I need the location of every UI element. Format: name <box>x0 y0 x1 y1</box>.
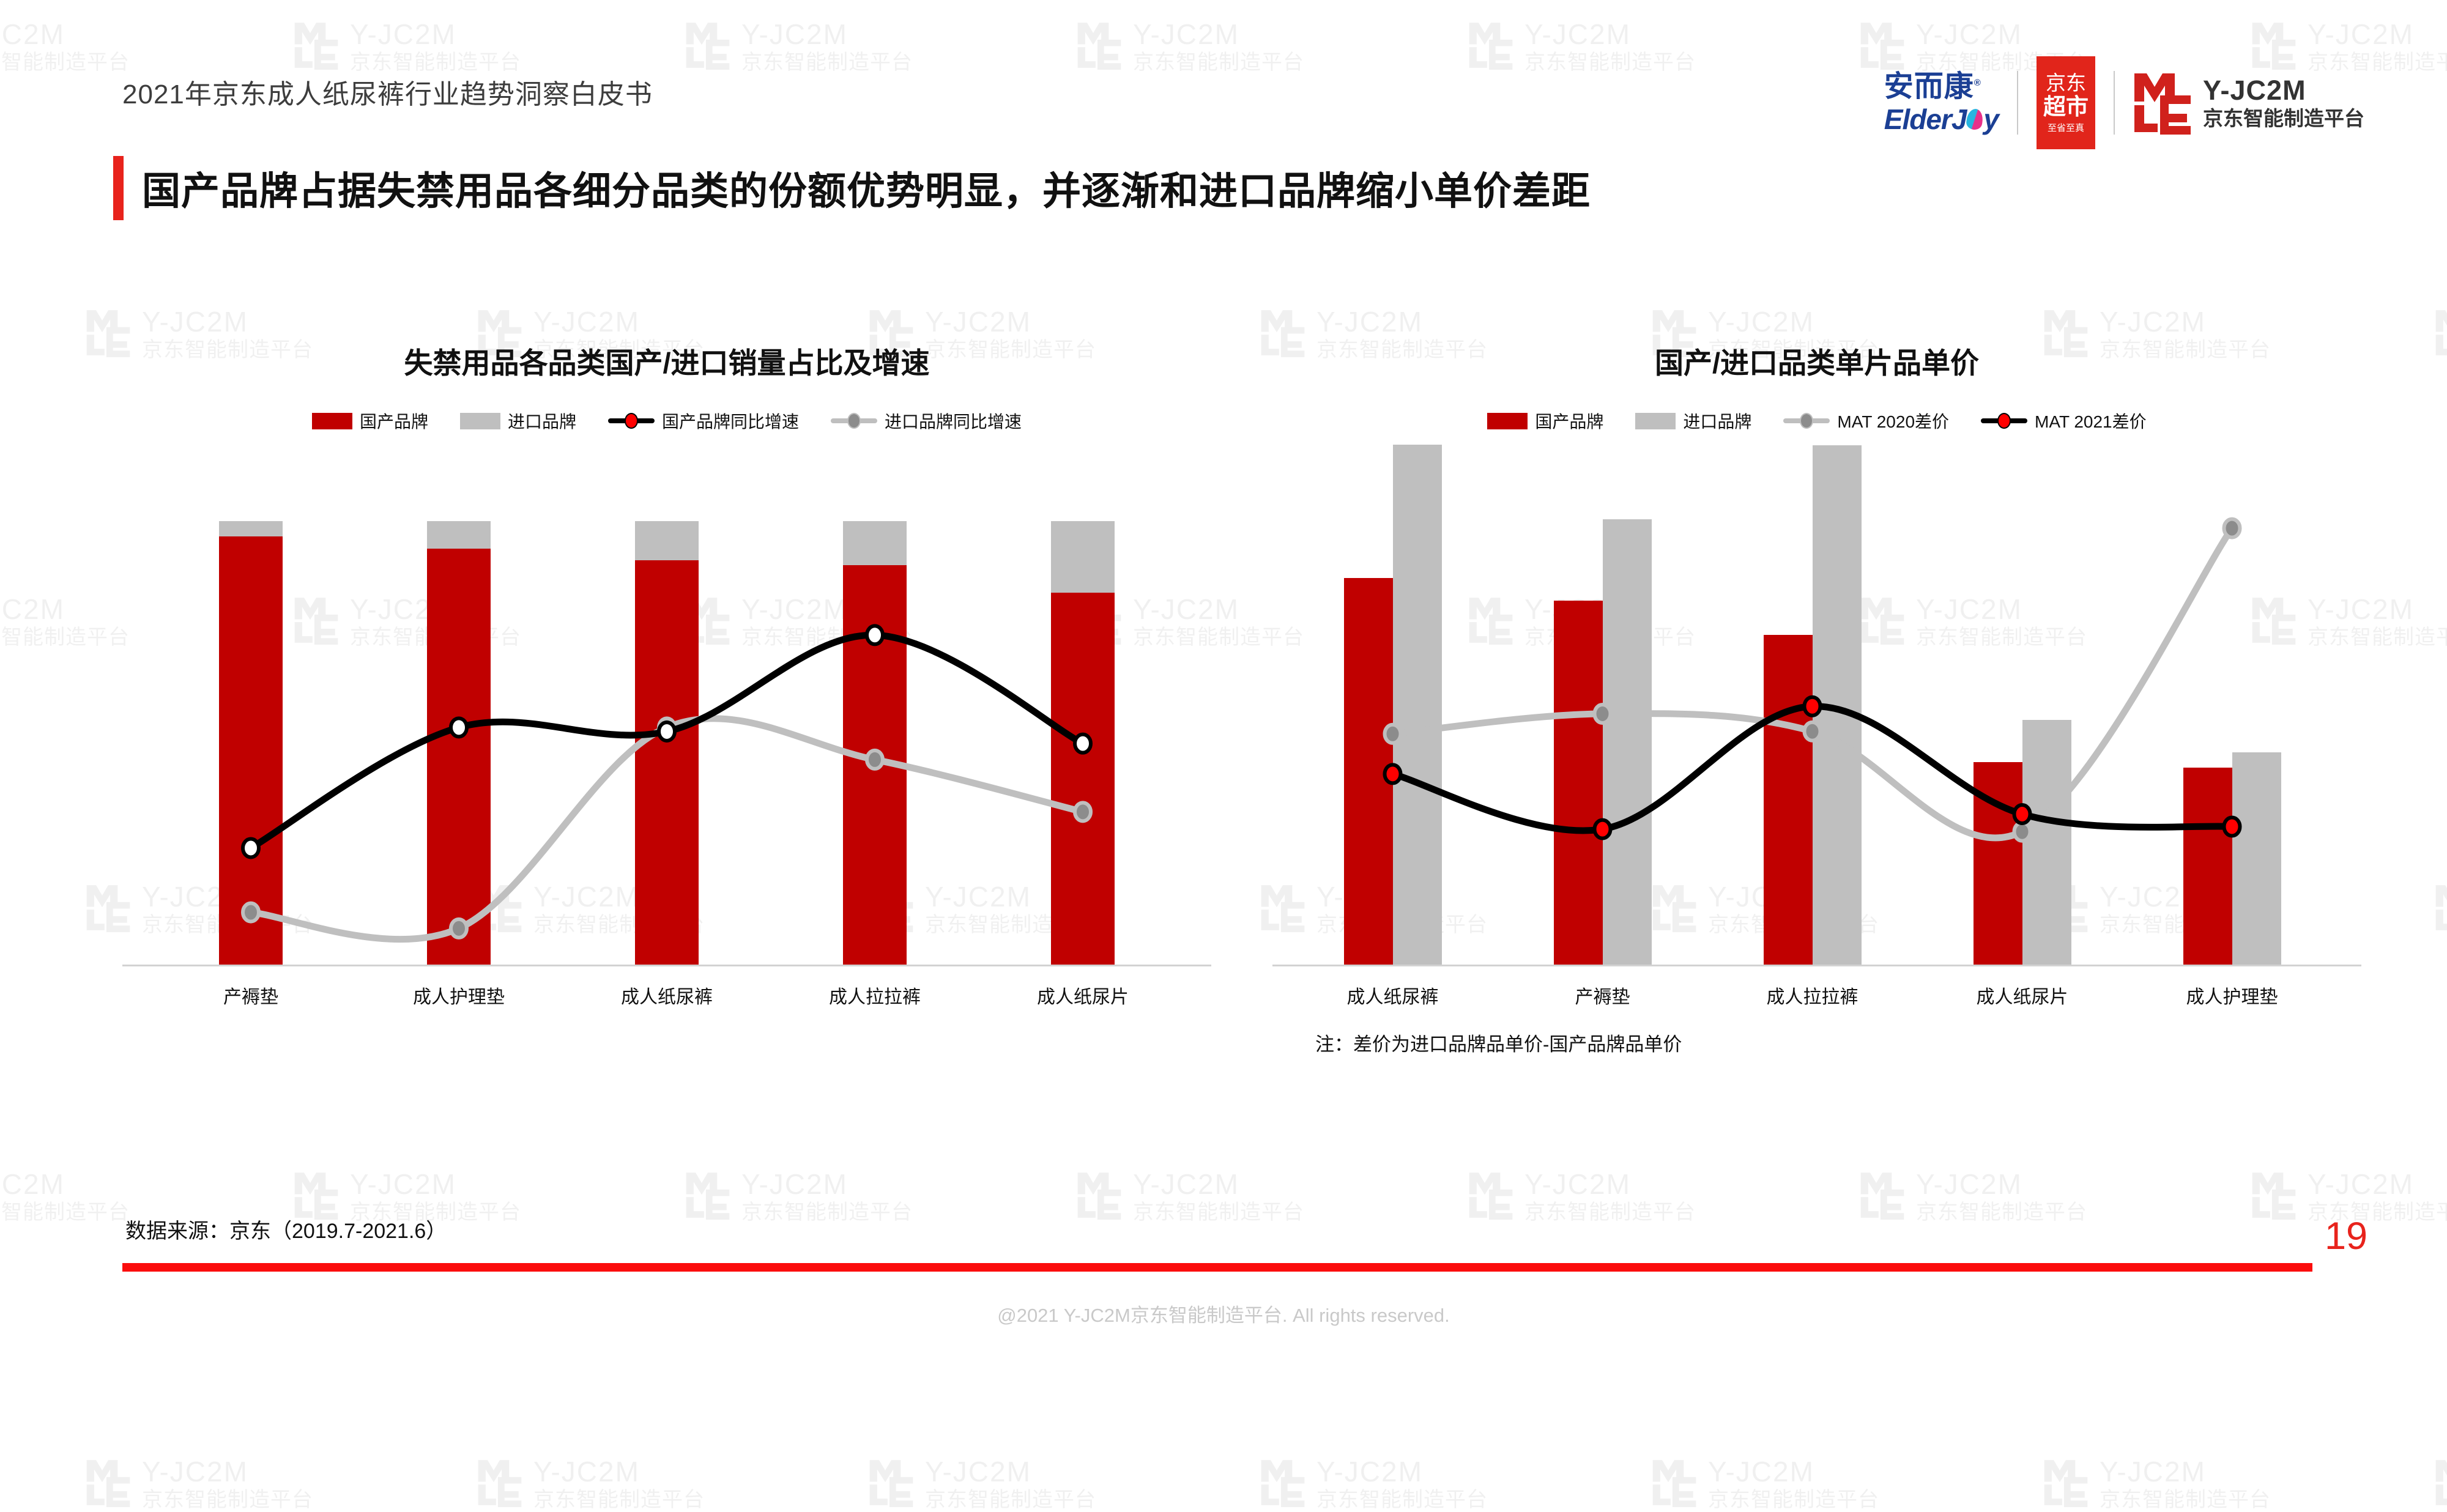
left-chart-legend: 国产品牌 进口品牌 国产品牌同比增速 进口品牌同比增速 <box>122 409 1211 433</box>
logo-divider-2 <box>2114 71 2115 135</box>
left-chart-plot: 产褥垫 成人护理垫 成人纸尿裤 成人拉拉裤 成人纸尿片 <box>122 459 1211 1007</box>
left-chart-title: 失禁用品各品类国产/进口销量占比及增速 <box>404 347 930 379</box>
bar-import[interactable] <box>2022 719 2071 965</box>
bar-import[interactable] <box>2232 752 2281 965</box>
data-source: 数据来源：京东（2019.7-2021.6） <box>125 1220 447 1243</box>
bar-domestic[interactable] <box>635 560 699 965</box>
legend-marker-domestic-growth <box>608 413 655 429</box>
elderjoy-logo-en-3: y <box>1983 103 1999 135</box>
slide-headline: 国产品牌占据失禁用品各细分品类的份额优势明显，并逐渐和进口品牌缩小单价差距 <box>142 170 1591 213</box>
legend-label-domestic: 国产品牌 <box>1535 412 1604 431</box>
legend-item-domestic[interactable]: 国产品牌 <box>311 409 428 433</box>
legend-item-mat2020-gap[interactable]: MAT 2020差价 <box>1783 409 1949 433</box>
left-chart-axis <box>122 965 1211 966</box>
bar-import[interactable] <box>427 521 491 549</box>
logo-divider-1 <box>2017 71 2018 135</box>
legend-marker-mat2020 <box>1783 413 1830 429</box>
legend-label-import: 进口品牌 <box>1683 412 1752 431</box>
x-axis-label: 产褥垫 <box>223 987 278 1007</box>
legend-label-domestic-growth: 国产品牌同比增速 <box>662 412 800 431</box>
right-chart-title: 国产/进口品类单片品单价 <box>1654 347 1980 379</box>
bar-domestic[interactable] <box>1763 635 1813 965</box>
bar-import[interactable] <box>219 521 283 537</box>
legend-swatch-import <box>1635 412 1676 429</box>
bar-import[interactable] <box>635 521 699 560</box>
x-axis-label: 成人护理垫 <box>413 987 505 1007</box>
legend-marker-import-growth <box>831 413 878 429</box>
legend-label-import: 进口品牌 <box>507 412 576 431</box>
legend-label-mat2021: MAT 2021差价 <box>2035 412 2147 431</box>
right-chart-axis <box>1272 965 2361 966</box>
right-chart-plot: 成人纸尿裤 产褥垫 成人拉拉裤 成人纸尿片 成人护理垫 <box>1272 445 2361 1007</box>
bar-import[interactable] <box>1051 521 1115 593</box>
document-title: 2021年京东成人纸尿裤行业趋势洞察白皮书 <box>122 80 653 109</box>
elderjoy-petal-icon <box>1966 108 1985 131</box>
yjc2m-logo: Y-JC2M 京东智能制造平台 <box>2133 71 2364 135</box>
bar-domestic[interactable] <box>1553 601 1603 965</box>
registered-mark-icon: ® <box>1974 78 1981 88</box>
right-chart-note: 注：差价为进口品牌品单价-国产品牌品单价 <box>1315 1034 1682 1055</box>
footer-red-rule <box>122 1263 2312 1272</box>
jd-supermarket-line3: 至省至真 <box>2047 122 2084 133</box>
x-axis-label: 成人拉拉裤 <box>1766 987 1858 1007</box>
x-axis-label: 成人拉拉裤 <box>829 987 921 1007</box>
x-axis-label: 成人纸尿片 <box>1976 987 2068 1007</box>
x-axis-label: 成人护理垫 <box>2186 987 2278 1007</box>
jd-supermarket-line1: 京东 <box>2046 71 2086 94</box>
headline-accent-bar <box>113 156 124 220</box>
right-chart-lines <box>1383 517 2242 843</box>
x-axis-label: 产褥垫 <box>1575 987 1630 1007</box>
legend-item-import[interactable]: 进口品牌 <box>1635 409 1751 433</box>
left-chart: 失禁用品各品类国产/进口销量占比及增速 国产品牌 进口品牌 国产品牌同比增速 进… <box>122 339 1211 1007</box>
legend-swatch-domestic <box>1487 412 1528 429</box>
bar-domestic[interactable] <box>427 548 491 965</box>
bar-import[interactable] <box>1392 445 1442 965</box>
yjc2m-mark-icon <box>2134 73 2191 135</box>
slide-headline-block: 国产品牌占据失禁用品各细分品类的份额优势明显，并逐渐和进口品牌缩小单价差距 <box>113 156 1591 220</box>
jd-supermarket-logo: 京东 超市 至省至真 <box>2037 56 2095 149</box>
bar-import[interactable] <box>843 521 907 565</box>
legend-swatch-domestic <box>311 412 352 429</box>
x-axis-label: 成人纸尿片 <box>1037 987 1129 1007</box>
left-chart-lines <box>241 624 1093 943</box>
legend-label-domestic: 国产品牌 <box>359 412 428 431</box>
legend-item-import[interactable]: 进口品牌 <box>459 409 576 433</box>
right-chart-legend: 国产品牌 进口品牌 MAT 2020差价 MAT 2021差价 <box>1272 409 2361 433</box>
page-number: 19 <box>2325 1215 2368 1258</box>
yjc2m-logo-en: Y-JC2M <box>2203 74 2306 106</box>
legend-item-domestic-growth[interactable]: 国产品牌同比增速 <box>608 409 799 433</box>
bar-domestic[interactable] <box>2183 767 2232 965</box>
jd-supermarket-line2: 超市 <box>2043 94 2089 120</box>
legend-item-import-growth[interactable]: 进口品牌同比增速 <box>831 409 1022 433</box>
right-chart: 国产/进口品类单片品单价 国产品牌 进口品牌 MAT 2020差价 MAT 20… <box>1272 339 2361 1056</box>
legend-marker-mat2021 <box>1981 413 2028 429</box>
legend-label-mat2020: MAT 2020差价 <box>1837 412 1950 431</box>
elderjoy-logo-en-1: Elder <box>1884 103 1952 135</box>
x-axis-label: 成人纸尿裤 <box>1346 987 1439 1007</box>
legend-label-import-growth: 进口品牌同比增速 <box>885 412 1022 431</box>
legend-item-mat2021-gap[interactable]: MAT 2021差价 <box>1981 409 2147 433</box>
bar-domestic[interactable] <box>219 536 283 965</box>
x-axis-label: 成人纸尿裤 <box>621 987 713 1007</box>
elderjoy-logo-cn: 安而康 <box>1884 70 1974 103</box>
copyright-notice: @2021 Y-JC2M京东智能制造平台. All rights reserve… <box>997 1305 1450 1326</box>
bar-domestic[interactable] <box>1051 592 1115 965</box>
legend-item-domestic[interactable]: 国产品牌 <box>1487 409 1603 433</box>
legend-swatch-import <box>459 412 500 429</box>
bar-import[interactable] <box>1602 519 1652 965</box>
elderjoy-logo-en-2: J <box>1951 103 1967 135</box>
yjc2m-logo-cn: 京东智能制造平台 <box>2203 107 2364 130</box>
